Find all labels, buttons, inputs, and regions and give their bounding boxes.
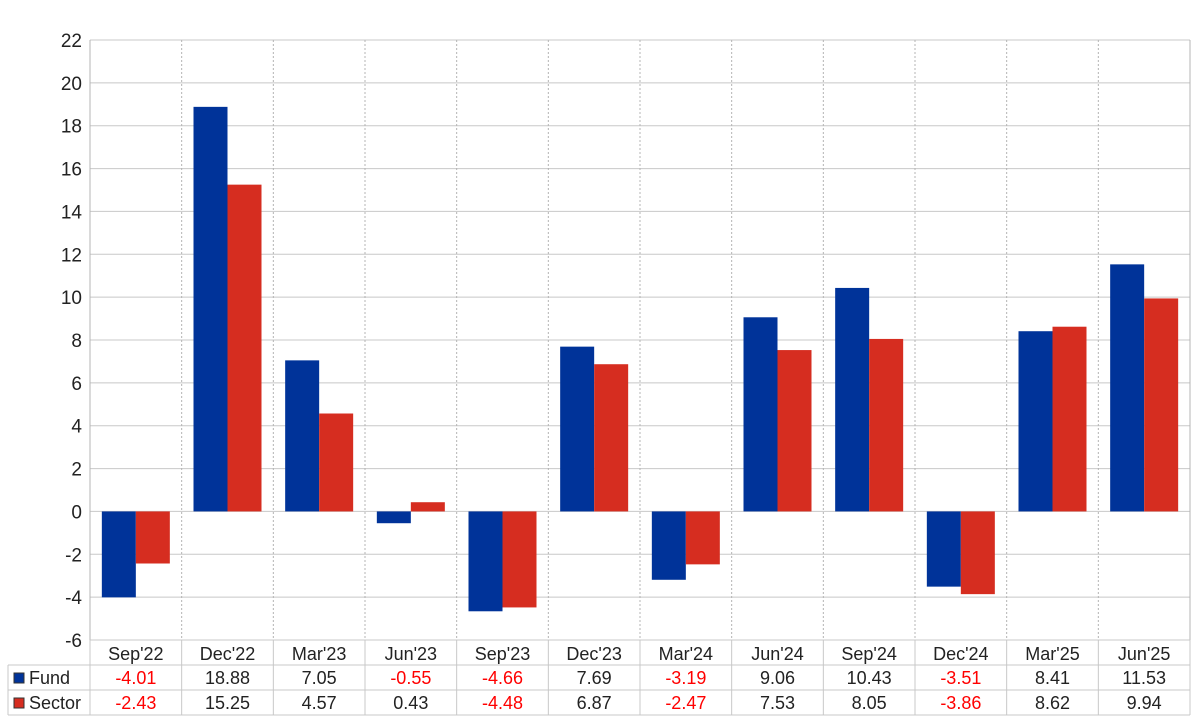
data-label-fund: 8.41 — [1035, 668, 1070, 688]
bar-sector — [135, 511, 170, 564]
data-label-fund: 9.06 — [760, 668, 795, 688]
data-label-fund: 11.53 — [1122, 668, 1166, 688]
category-label: Sep'24 — [841, 644, 897, 664]
y-tick-label: 14 — [61, 202, 83, 223]
bar-fund — [743, 317, 778, 512]
data-label-fund: 7.05 — [302, 668, 337, 688]
legend-swatch-sector — [13, 697, 25, 709]
data-label-sector: 4.57 — [302, 693, 337, 713]
category-label: Mar'25 — [1025, 644, 1079, 664]
bar-sector — [1052, 326, 1087, 512]
bar-sector — [410, 502, 445, 512]
y-tick-label: 0 — [71, 502, 82, 523]
bar-fund — [376, 511, 411, 524]
data-label-fund: 18.88 — [205, 668, 250, 688]
data-label-sector: -4.48 — [482, 693, 523, 713]
data-label-fund: -3.51 — [940, 668, 981, 688]
bar-sector — [685, 511, 720, 565]
category-label: Dec'23 — [566, 644, 621, 664]
y-tick-label: 2 — [71, 460, 82, 481]
data-label-sector: -2.43 — [115, 693, 156, 713]
legend-label-fund: Fund — [29, 668, 70, 688]
bar-fund — [926, 511, 961, 587]
bar-fund — [468, 511, 503, 612]
category-label: Dec'22 — [200, 644, 255, 664]
bar-sector — [227, 184, 262, 512]
y-tick-label: 8 — [71, 331, 82, 352]
category-label: Mar'24 — [659, 644, 713, 664]
bar-fund — [1018, 331, 1053, 512]
category-label: Sep'22 — [108, 644, 164, 664]
category-label: Mar'23 — [292, 644, 346, 664]
data-label-sector: 7.53 — [760, 693, 795, 713]
data-label-fund: -4.66 — [482, 668, 523, 688]
data-label-sector: 8.62 — [1035, 693, 1070, 713]
grid — [89, 39, 1191, 641]
bar-sector — [1144, 298, 1179, 512]
y-tick-label: 16 — [61, 160, 82, 181]
bar-fund — [835, 287, 870, 512]
bar-sector — [594, 364, 629, 512]
data-label-sector: 15.25 — [205, 693, 250, 713]
category-label: Jun'23 — [385, 644, 437, 664]
data-label-fund: 7.69 — [577, 668, 612, 688]
y-tick-label: -4 — [65, 588, 82, 609]
data-label-sector: 0.43 — [393, 693, 428, 713]
data-label-sector: -3.86 — [940, 693, 981, 713]
y-axis: -6 -4 -2 0 2 4 6 8 10 12 14 16 18 20 22 — [61, 31, 83, 652]
y-tick-label: 22 — [61, 31, 82, 52]
data-label-sector: -2.47 — [665, 693, 706, 713]
y-tick-label: -2 — [65, 545, 82, 566]
y-tick-label: 4 — [71, 417, 82, 438]
y-tick-label: 6 — [71, 374, 82, 395]
category-label: Dec'24 — [933, 644, 988, 664]
data-label-fund: -4.01 — [115, 668, 156, 688]
legend-swatch-fund — [13, 672, 25, 684]
data-table: Sep'22 Dec'22 Mar'23 Jun'23 Sep'23 Dec'23 Mar'… — [7, 639, 1191, 716]
data-label-fund: -0.55 — [390, 668, 431, 688]
data-label-sector: 9.94 — [1127, 693, 1162, 713]
bars — [101, 106, 1179, 612]
category-label: Jun'24 — [751, 644, 803, 664]
y-tick-label: 10 — [61, 288, 82, 309]
y-tick-label: 20 — [61, 74, 82, 95]
y-tick-label: 12 — [61, 245, 82, 266]
data-label-sector: 8.05 — [852, 693, 887, 713]
bar-fund — [651, 511, 686, 580]
category-label: Sep'23 — [475, 644, 531, 664]
legend-label-sector: Sector — [29, 693, 81, 713]
bar-sector — [960, 511, 995, 595]
bar-fund — [1110, 264, 1145, 512]
bar-sector — [502, 511, 537, 608]
bar-fund — [101, 511, 136, 598]
bar-sector — [319, 413, 354, 512]
bar-sector — [869, 338, 904, 512]
bar-sector — [777, 350, 812, 512]
data-label-fund: 10.43 — [847, 668, 892, 688]
bar-fund — [285, 360, 320, 512]
data-label-fund: -3.19 — [665, 668, 706, 688]
category-label: Jun'25 — [1118, 644, 1170, 664]
bar-fund — [193, 106, 228, 512]
y-tick-label: -6 — [65, 631, 82, 652]
bar-fund — [560, 346, 595, 512]
y-tick-label: 18 — [61, 117, 82, 138]
data-label-sector: 6.87 — [577, 693, 612, 713]
